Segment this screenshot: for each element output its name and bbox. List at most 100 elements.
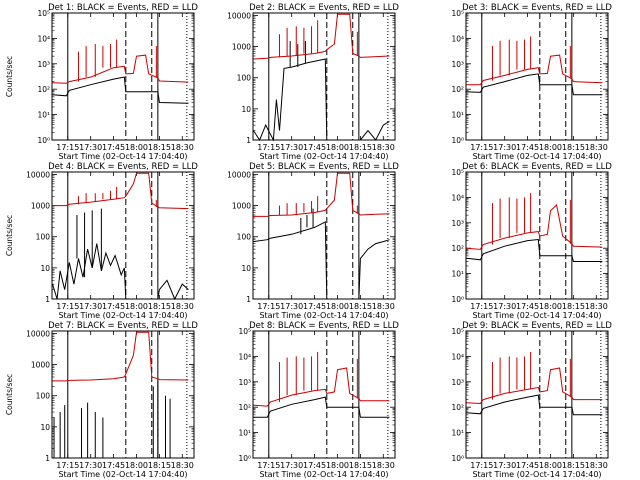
- y-tick-label: 10¹: [451, 111, 464, 120]
- events-series-line: [52, 243, 189, 301]
- y-tick-label: 10¹: [451, 429, 464, 438]
- y-tick-label: 10⁴: [37, 34, 50, 43]
- plot-frame: [465, 171, 609, 300]
- lld-series-line: [253, 172, 390, 217]
- events-series-line: [466, 73, 603, 96]
- y-tick-label: 1000: [232, 43, 251, 52]
- x-tick-label: 17:30: [493, 143, 516, 152]
- y-tick-label: 10⁰: [37, 136, 50, 145]
- x-tick-label: 17:15: [56, 461, 79, 470]
- x-axis-label: Start Time (02-Oct-14 17:04:40): [259, 152, 388, 161]
- panel-title: Det 7: BLACK = Events, RED = LLD: [48, 321, 198, 331]
- detector-panel-6: Det 6: BLACK = Events, RED = LLD Start Ti…: [451, 162, 612, 320]
- x-tick-label: 17:15: [470, 302, 493, 311]
- detector-panel-3: Det 3: BLACK = Events, RED = LLD Start Ti…: [451, 3, 612, 161]
- lld-series-line: [52, 331, 189, 382]
- detector-panel-7: Det 7: BLACK = Events, RED = LLD Counts/s…: [5, 321, 198, 479]
- x-tick-label: 18:30: [372, 302, 395, 311]
- y-tick-label: 10⁵: [451, 168, 464, 177]
- y-tick-label: 10⁰: [451, 295, 464, 304]
- plot-frame: [51, 171, 195, 300]
- y-tick-label: 1: [45, 295, 50, 304]
- x-axis-label: Start Time (02-Oct-14 17:04:40): [472, 152, 601, 161]
- x-tick-label: 17:45: [303, 302, 326, 311]
- y-tick-label: 10³: [37, 60, 50, 69]
- x-tick-label: 17:30: [493, 461, 516, 470]
- detector-panel-2: Det 2: BLACK = Events, RED = LLD Start Ti…: [227, 3, 399, 161]
- y-tick-label: 10: [40, 264, 50, 273]
- x-tick-label: 18:00: [125, 302, 148, 311]
- x-tick-label: 17:45: [516, 461, 539, 470]
- x-tick-label: 18:00: [539, 302, 562, 311]
- y-tick-label: 1000: [31, 361, 50, 370]
- y-tick-label: 10: [241, 264, 251, 273]
- lld-series-line: [253, 367, 390, 407]
- events-series-line: [253, 221, 390, 300]
- y-tick-label: 10¹: [37, 111, 50, 120]
- y-tick-label: 10: [241, 105, 251, 114]
- y-tick-label: 1: [45, 454, 50, 463]
- x-axis-label: Start Time (02-Oct-14 17:04:40): [259, 470, 388, 479]
- x-tick-label: 17:30: [280, 461, 303, 470]
- y-tick-label: 1: [246, 295, 251, 304]
- detector-panel-9: Det 9: BLACK = Events, RED = LLD Start Ti…: [451, 321, 612, 479]
- y-tick-label: 10³: [451, 60, 464, 69]
- x-tick-label: 17:45: [102, 143, 125, 152]
- y-tick-label: 10000: [26, 170, 50, 179]
- y-tick-label: 10⁴: [451, 352, 464, 361]
- x-tick-label: 18:15: [562, 143, 585, 152]
- x-tick-label: 18:00: [125, 461, 148, 470]
- panel-title: Det 3: BLACK = Events, RED = LLD: [462, 3, 612, 13]
- y-tick-label: 10⁰: [238, 454, 251, 463]
- x-tick-label: 17:30: [280, 302, 303, 311]
- x-tick-label: 18:00: [539, 461, 562, 470]
- lld-series-line: [52, 54, 189, 84]
- y-tick-label: 10⁵: [37, 9, 50, 18]
- events-series-line: [466, 238, 603, 262]
- detector-panel-4: Det 4: BLACK = Events, RED = LLD Counts/s…: [5, 162, 198, 320]
- x-tick-label: 18:15: [562, 302, 585, 311]
- detector-panel-8: Det 8: BLACK = Events, RED = LLD Start Ti…: [238, 321, 399, 479]
- x-tick-label: 18:30: [372, 143, 395, 152]
- x-axis-label: Start Time (02-Oct-14 17:04:40): [472, 311, 601, 320]
- y-tick-label: 10⁵: [238, 327, 251, 336]
- x-axis-label: Start Time (02-Oct-14 17:04:40): [58, 311, 187, 320]
- plot-frame: [465, 330, 609, 459]
- y-axis-label: Counts/sec: [5, 56, 14, 97]
- plot-frame: [465, 12, 609, 141]
- panel-title: Det 1: BLACK = Events, RED = LLD: [48, 3, 198, 13]
- x-tick-label: 17:15: [470, 461, 493, 470]
- y-tick-label: 10⁴: [238, 352, 251, 361]
- x-tick-label: 18:30: [585, 143, 608, 152]
- plot-frame: [51, 12, 195, 141]
- panel-title: Det 5: BLACK = Events, RED = LLD: [249, 162, 399, 172]
- y-tick-label: 10³: [238, 378, 251, 387]
- x-axis-label: Start Time (02-Oct-14 17:04:40): [58, 152, 187, 161]
- y-tick-label: 10³: [451, 219, 464, 228]
- x-tick-label: 17:45: [516, 143, 539, 152]
- events-series-line: [466, 394, 603, 416]
- lld-series-line: [253, 13, 390, 60]
- x-tick-label: 18:00: [125, 143, 148, 152]
- x-tick-label: 17:45: [516, 302, 539, 311]
- panel-title: Det 6: BLACK = Events, RED = LLD: [462, 162, 612, 172]
- x-tick-label: 18:15: [349, 143, 372, 152]
- y-tick-label: 10⁰: [451, 454, 464, 463]
- x-tick-label: 18:15: [562, 461, 585, 470]
- x-tick-label: 17:30: [493, 302, 516, 311]
- y-tick-label: 10²: [37, 85, 50, 94]
- events-series-line: [253, 58, 390, 142]
- detector-panel-5: Det 5: BLACK = Events, RED = LLD Start Ti…: [227, 162, 399, 320]
- x-axis-label: Start Time (02-Oct-14 17:04:40): [259, 311, 388, 320]
- y-tick-label: 10²: [451, 85, 464, 94]
- x-tick-label: 17:15: [257, 143, 280, 152]
- x-tick-label: 17:30: [79, 302, 102, 311]
- y-tick-label: 10⁴: [451, 34, 464, 43]
- x-tick-label: 17:45: [303, 143, 326, 152]
- lld-series-line: [52, 172, 189, 210]
- x-axis-label: Start Time (02-Oct-14 17:04:40): [472, 470, 601, 479]
- y-tick-label: 1000: [31, 202, 50, 211]
- x-tick-label: 18:00: [326, 143, 349, 152]
- x-tick-label: 17:30: [280, 143, 303, 152]
